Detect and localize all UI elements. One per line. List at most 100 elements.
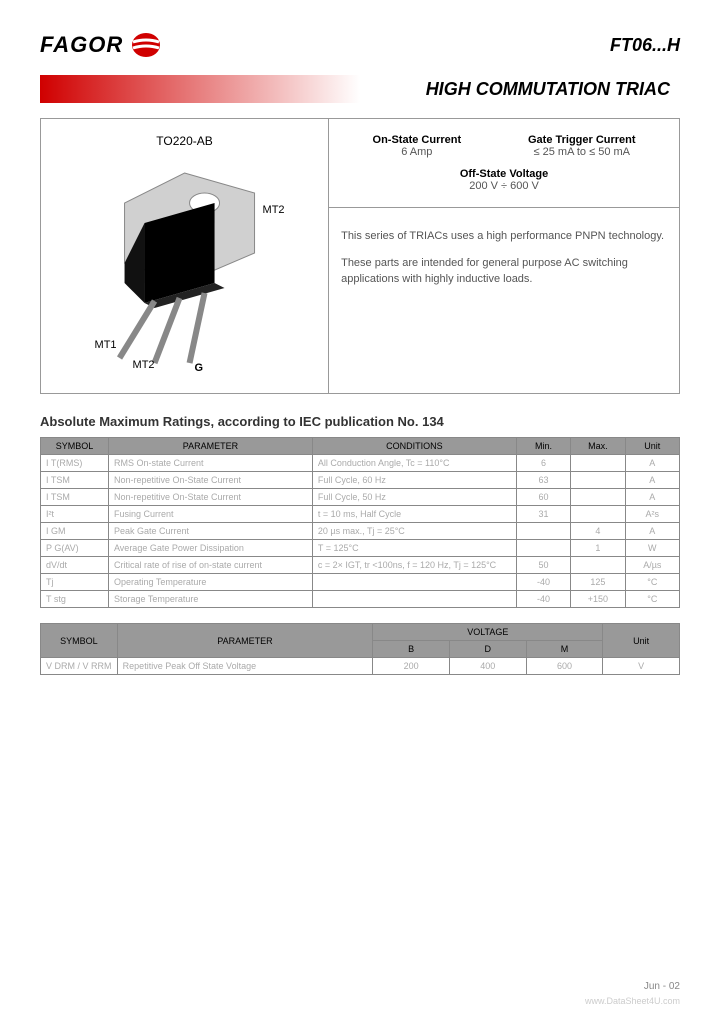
cell: I GM	[41, 523, 109, 540]
amr-table: SYMBOL PARAMETER CONDITIONS Min. Max. Un…	[40, 437, 680, 608]
cell: I TSM	[41, 489, 109, 506]
th-symbol: SYMBOL	[41, 624, 118, 658]
table-row: P G(AV)Average Gate Power DissipationT =…	[41, 540, 680, 557]
th-min: Min.	[516, 438, 570, 455]
cell	[312, 591, 516, 608]
cell: Storage Temperature	[108, 591, 312, 608]
table-row: I TSMNon-repetitive On-State CurrentFull…	[41, 489, 680, 506]
table-row: I TSMNon-repetitive On-State CurrentFull…	[41, 472, 680, 489]
th-unit: Unit	[603, 624, 680, 658]
cell: Full Cycle, 60 Hz	[312, 472, 516, 489]
title-bar: HIGH COMMUTATION TRIAC	[40, 75, 680, 103]
cell: Operating Temperature	[108, 574, 312, 591]
cell: 6	[516, 455, 570, 472]
title-gradient	[40, 75, 360, 103]
th-parameter: PARAMETER	[108, 438, 312, 455]
section-amr-title: Absolute Maximum Ratings, according to I…	[40, 414, 680, 429]
overview-box: TO220-AB MT2 MT1 MT2 G On-State Current …	[40, 118, 680, 394]
cell-voltage-b: 200	[373, 658, 450, 675]
cell-symbol: V DRM / V RRM	[41, 658, 118, 675]
cell	[516, 523, 570, 540]
th-conditions: CONDITIONS	[312, 438, 516, 455]
th-max: Max.	[571, 438, 625, 455]
footer-date: Jun - 02	[644, 981, 680, 992]
package-panel: TO220-AB MT2 MT1 MT2 G	[41, 119, 328, 393]
cell	[571, 455, 625, 472]
table-header-row: SYMBOL PARAMETER VOLTAGE Unit	[41, 624, 680, 641]
cell: A	[625, 472, 679, 489]
spec-off-state: Off-State Voltage 200 V ÷ 600 V	[339, 168, 669, 192]
cell: Full Cycle, 50 Hz	[312, 489, 516, 506]
cell: +150	[571, 591, 625, 608]
key-specs: On-State Current 6 Amp Gate Trigger Curr…	[329, 119, 679, 208]
cell: 60	[516, 489, 570, 506]
cell: 63	[516, 472, 570, 489]
cell: T stg	[41, 591, 109, 608]
specs-panel: On-State Current 6 Amp Gate Trigger Curr…	[328, 119, 679, 393]
th-symbol: SYMBOL	[41, 438, 109, 455]
cell	[571, 472, 625, 489]
table-row: TjOperating Temperature-40125°C	[41, 574, 680, 591]
cell	[571, 506, 625, 523]
voltage-table: SYMBOL PARAMETER VOLTAGE Unit B D M V DR…	[40, 623, 680, 675]
footer: Jun - 02	[40, 981, 680, 992]
cell: Tj	[41, 574, 109, 591]
cell: All Conduction Angle, Tc = 110°C	[312, 455, 516, 472]
th-voltage-b: B	[373, 641, 450, 658]
pin-mt2-tab: MT2	[263, 204, 285, 216]
cell	[571, 557, 625, 574]
page-title: HIGH COMMUTATION TRIAC	[426, 79, 670, 100]
cell	[516, 540, 570, 557]
th-voltage-d: D	[449, 641, 526, 658]
th-unit: Unit	[625, 438, 679, 455]
cell: °C	[625, 574, 679, 591]
cell: Non-repetitive On-State Current	[108, 489, 312, 506]
cell: P G(AV)	[41, 540, 109, 557]
desc-paragraph-1: This series of TRIACs uses a high perfor…	[341, 228, 667, 245]
pin-g: G	[195, 362, 204, 373]
cell: t = 10 ms, Half Cycle	[312, 506, 516, 523]
cell: dV/dt	[41, 557, 109, 574]
cell: 50	[516, 557, 570, 574]
cell: 20 µs max., Tj = 25°C	[312, 523, 516, 540]
logo-text: FAGOR	[40, 32, 123, 58]
cell: 4	[571, 523, 625, 540]
table-row: I GMPeak Gate Current20 µs max., Tj = 25…	[41, 523, 680, 540]
cell: W	[625, 540, 679, 557]
cell: A/µs	[625, 557, 679, 574]
cell: I²t	[41, 506, 109, 523]
package-diagram: MT2 MT1 MT2 G	[56, 153, 313, 373]
table-row: dV/dtCritical rate of rise of on-state c…	[41, 557, 680, 574]
table-header-row: SYMBOL PARAMETER CONDITIONS Min. Max. Un…	[41, 438, 680, 455]
package-name: TO220-AB	[56, 134, 313, 148]
table-row: I T(RMS)RMS On-state CurrentAll Conducti…	[41, 455, 680, 472]
cell-voltage-m: 600	[526, 658, 603, 675]
cell: -40	[516, 591, 570, 608]
table-row: V DRM / V RRM Repetitive Peak Off State …	[41, 658, 680, 675]
cell: A	[625, 489, 679, 506]
th-parameter: PARAMETER	[117, 624, 373, 658]
cell: T = 125°C	[312, 540, 516, 557]
cell: Average Gate Power Dissipation	[108, 540, 312, 557]
desc-paragraph-2: These parts are intended for general pur…	[341, 255, 667, 288]
th-voltage-m: M	[526, 641, 603, 658]
cell: 31	[516, 506, 570, 523]
cell-parameter: Repetitive Peak Off State Voltage	[117, 658, 373, 675]
cell	[312, 574, 516, 591]
cell: Peak Gate Current	[108, 523, 312, 540]
cell: c = 2× IGT, tr <100ns, f = 120 Hz, Tj = …	[312, 557, 516, 574]
cell: I T(RMS)	[41, 455, 109, 472]
cell: Critical rate of rise of on-state curren…	[108, 557, 312, 574]
cell: -40	[516, 574, 570, 591]
footer-source: www.DataSheet4U.com	[585, 996, 680, 1006]
cell: A	[625, 523, 679, 540]
cell: 1	[571, 540, 625, 557]
table-row: I²tFusing Currentt = 10 ms, Half Cycle31…	[41, 506, 680, 523]
cell: Non-repetitive On-State Current	[108, 472, 312, 489]
cell-unit: V	[603, 658, 680, 675]
description: This series of TRIACs uses a high perfor…	[329, 208, 679, 318]
table-row: T stgStorage Temperature-40+150°C	[41, 591, 680, 608]
cell: RMS On-state Current	[108, 455, 312, 472]
company-logo: FAGOR	[40, 30, 161, 60]
cell	[571, 489, 625, 506]
